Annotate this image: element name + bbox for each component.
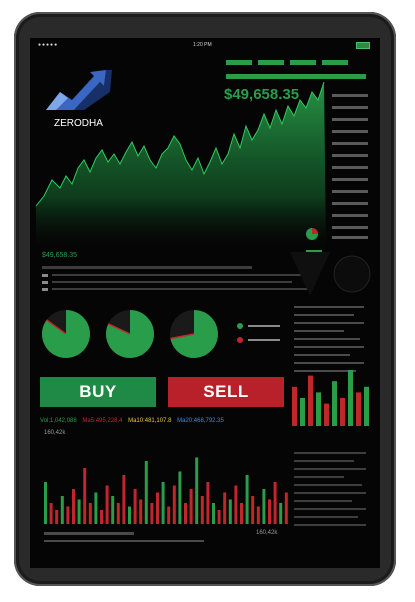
volume-bar [200, 496, 204, 524]
dark-circle [333, 255, 371, 293]
price-area-chart [36, 82, 326, 246]
volume-bar [105, 485, 109, 524]
volume-bottom-label: 160,42k [256, 530, 278, 536]
mini-bar [300, 398, 305, 426]
pie-chart-divider [107, 323, 131, 335]
volume-bar [184, 503, 187, 524]
volume-bar [172, 485, 176, 524]
volume-bar [161, 482, 165, 524]
legend-green-line [248, 325, 280, 327]
legend-red-dot [237, 337, 243, 343]
volume-bar [228, 499, 232, 524]
volume-bar [150, 503, 154, 524]
volume-bar [139, 499, 143, 524]
volume-bar [206, 482, 210, 524]
dashboard-graphics [35, 60, 371, 542]
volume-bar [66, 506, 70, 524]
mini-bar [340, 398, 345, 426]
lower-info-lines [294, 452, 366, 526]
volume-bar [279, 503, 283, 524]
volume-bar [111, 496, 115, 524]
volume-bar [144, 461, 148, 524]
volume-bar [77, 499, 81, 524]
legend-red-line [248, 339, 280, 341]
volume-bar-chart [44, 457, 288, 524]
volume-bar [49, 503, 53, 524]
volume-bar [240, 503, 243, 524]
brand-name: ZERODHA [54, 118, 103, 129]
volume-bar [88, 503, 92, 524]
mini-bar-chart [292, 370, 369, 426]
volume-bar [178, 471, 182, 524]
indicator-row: Vol:1,042,088 Ma5:495,228.4 Ma10:481,107… [40, 418, 300, 424]
pie-chart-divider [170, 333, 195, 340]
volume-bar [284, 492, 288, 524]
volume-bar [234, 485, 238, 524]
ma10-indicator: Ma10:481,107.8 [128, 418, 172, 424]
volume-bar [72, 489, 75, 524]
buy-button[interactable]: BUY [40, 377, 156, 407]
volume-bar [116, 503, 120, 524]
price-line [35, 81, 325, 207]
volume-bar [94, 492, 98, 524]
info-text-lines [294, 306, 364, 372]
status-time: 1:20 PM [193, 42, 212, 48]
volume-bar [268, 499, 271, 524]
mini-pie-slice [312, 228, 318, 234]
pie-chart-divider [46, 319, 67, 335]
volume-bar [217, 510, 221, 524]
volume-bar [223, 492, 227, 524]
mini-bar [332, 381, 337, 426]
mini-divider [306, 250, 322, 253]
volume-bar [256, 506, 260, 524]
pie-chart-slice [41, 310, 90, 359]
current-price: $49,658.35 [224, 86, 300, 103]
pie-chart-group [41, 310, 218, 359]
volume-bar [167, 506, 171, 524]
volume-bar [212, 503, 215, 524]
volume-top-label: 160,42k [44, 430, 66, 436]
status-bar: ●●●●● 1:20 PM [30, 38, 380, 52]
volume-bar [245, 475, 249, 524]
volume-bar [122, 475, 126, 524]
mini-bar [364, 386, 369, 426]
volume-bar [251, 496, 255, 524]
volume-bar [100, 510, 103, 524]
mini-bar [348, 370, 353, 426]
volume-bar [55, 510, 59, 524]
mini-bar [316, 392, 321, 426]
footer-lines [44, 532, 204, 542]
header-dash-bars [226, 60, 366, 79]
rising-arrow-logo-icon [46, 70, 112, 110]
volume-bar [60, 496, 64, 524]
volume-bar [262, 489, 266, 524]
legend-green-dot [237, 323, 243, 329]
volume-bar [128, 506, 131, 524]
funnel-shape [290, 252, 330, 296]
pie-chart-slice [170, 310, 218, 359]
volume-bar [83, 468, 87, 524]
volume-bar [44, 482, 47, 524]
ma20-indicator: Ma20:468,792.35 [177, 418, 224, 424]
mini-bar [356, 392, 361, 426]
battery-icon [356, 42, 370, 49]
volume-bar [273, 482, 277, 524]
sell-button[interactable]: SELL [168, 377, 284, 407]
mini-bar [324, 403, 329, 426]
volume-bar [133, 489, 137, 524]
ma5-indicator: Ma5:495,228.4 [82, 418, 123, 424]
signal-indicator: ●●●●● [38, 42, 59, 48]
volume-bar [156, 492, 159, 524]
volume-bar [189, 489, 193, 524]
stats-lines [42, 266, 312, 291]
volume-indicator: Vol:1,042,088 [40, 418, 77, 424]
volume-bar [195, 457, 199, 524]
mini-bar [308, 375, 313, 426]
side-panel-lines [332, 94, 368, 239]
mini-bar [292, 386, 297, 426]
app-screen: ●●●●● 1:20 PM [30, 38, 380, 568]
chart-price-label: $49,658.35 [42, 252, 78, 259]
